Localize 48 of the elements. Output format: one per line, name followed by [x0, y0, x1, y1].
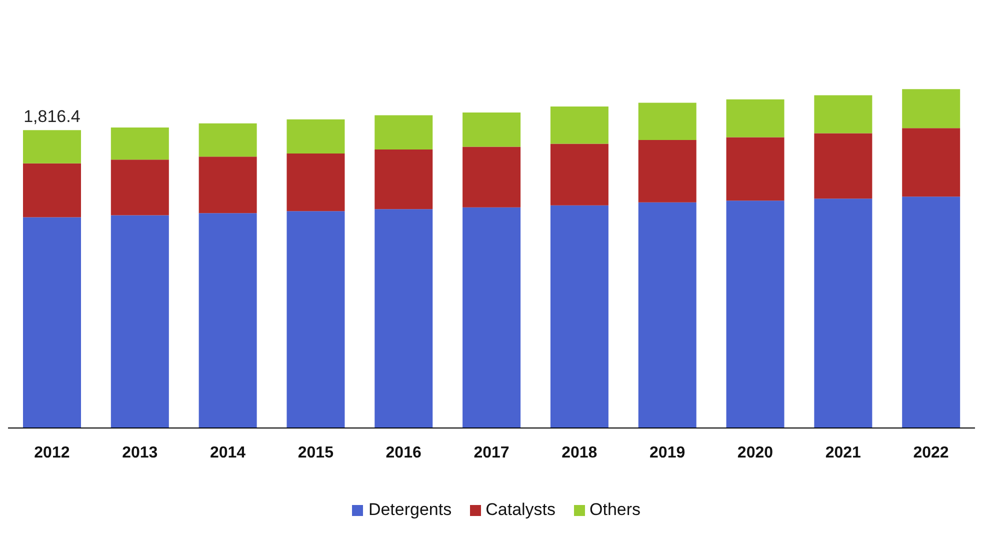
bar [110, 215, 169, 428]
x-tick-label: 2019 [650, 444, 686, 462]
bar [902, 196, 960, 428]
bar [902, 128, 960, 197]
bar [374, 209, 433, 428]
x-tick-label: 2013 [122, 444, 158, 462]
bar [23, 130, 81, 164]
bar [23, 163, 81, 218]
x-tick-label: 2020 [737, 444, 774, 462]
bar [198, 213, 257, 428]
x-tick-label: 2016 [386, 444, 422, 462]
bar [374, 149, 433, 210]
bar [198, 156, 257, 214]
legend-label: Catalysts [486, 500, 556, 520]
bar [726, 200, 784, 428]
bar [198, 123, 257, 157]
bar [638, 102, 696, 140]
x-tick-label: 2015 [298, 444, 334, 462]
bar [286, 154, 345, 212]
x-tick-label: 2017 [474, 444, 510, 462]
bar [814, 95, 872, 134]
bar [462, 207, 521, 428]
bar [550, 106, 608, 144]
bar [814, 133, 872, 199]
bar [286, 119, 345, 154]
bar [286, 211, 345, 428]
bar [110, 160, 169, 216]
bar [902, 89, 960, 128]
x-tick-label: 2012 [34, 444, 70, 462]
x-tick-label: 2018 [562, 444, 598, 462]
bar [550, 205, 608, 428]
annotation: 1,816.4 [24, 107, 80, 126]
x-tick-label: 2021 [825, 444, 862, 462]
bar [638, 140, 696, 202]
x-tick-label: 2022 [913, 444, 949, 462]
bar [638, 202, 696, 428]
bar [462, 112, 521, 147]
bar [814, 198, 872, 428]
bar [23, 217, 81, 428]
bar [726, 99, 784, 138]
x-tick-label: 2014 [210, 444, 246, 462]
legend-label: Detergents [368, 500, 452, 520]
bar [462, 146, 521, 208]
legend-label: Others [590, 500, 641, 520]
bar [550, 144, 608, 206]
bar [110, 127, 169, 160]
bar [726, 137, 784, 201]
bar [374, 115, 433, 150]
